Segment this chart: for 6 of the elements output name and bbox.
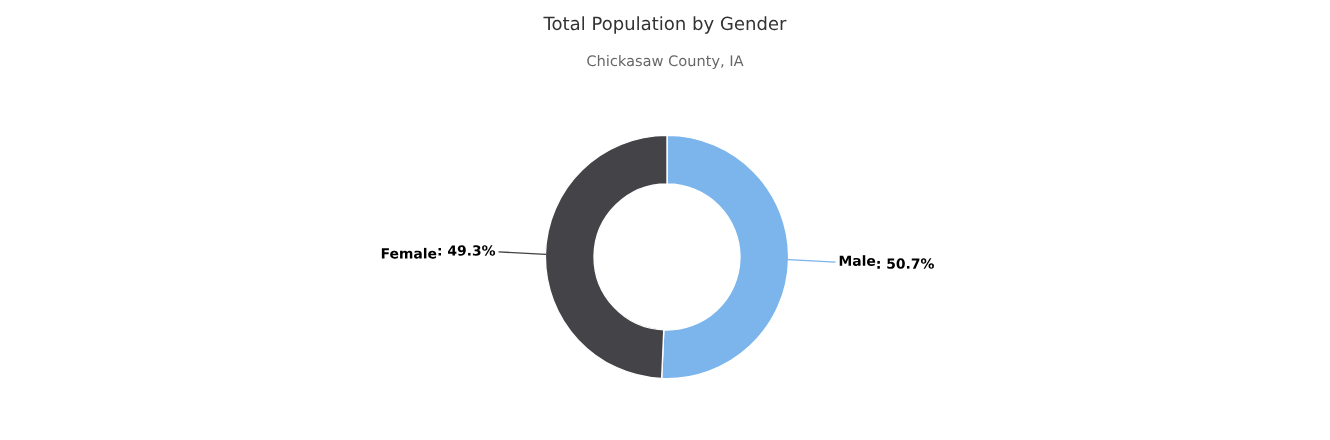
slice-label: Female — [381, 247, 437, 259]
data-label: : 49.3% — [438, 245, 496, 256]
slice-label: Male — [839, 255, 876, 266]
chart-subtitle: Chickasaw County, IA — [587, 54, 744, 70]
data-label: : 50.7% — [877, 258, 934, 269]
chart-title: Total Population by Gender — [543, 16, 787, 34]
